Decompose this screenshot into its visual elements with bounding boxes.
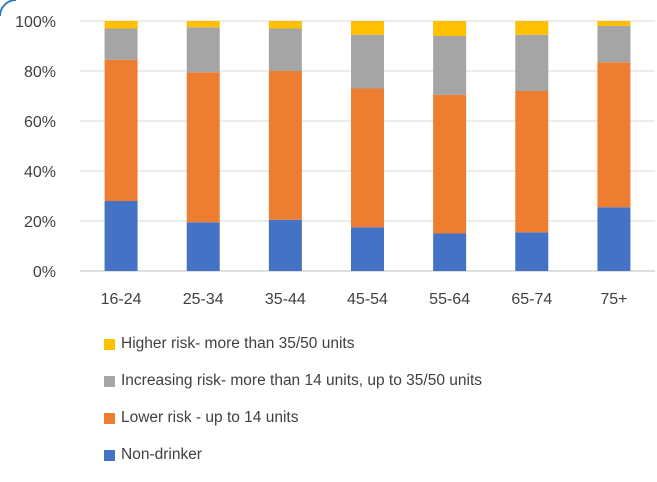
bar-segment [515, 34, 549, 91]
x-tick-label: 35-44 [265, 291, 306, 308]
x-tick-label: 55-64 [429, 291, 470, 308]
bar-segment [268, 219, 302, 271]
legend-item-increasing-risk: Increasing risk- more than 14 units, up … [104, 371, 482, 391]
bars [104, 21, 631, 271]
bar-segment [104, 21, 138, 29]
legend-swatch-increasing-risk [104, 375, 115, 387]
bar-segment [186, 72, 220, 223]
bar-segment [351, 21, 384, 35]
bar-segment [597, 21, 631, 26]
bar-segment [433, 36, 467, 95]
bar-segment [268, 71, 302, 220]
x-tick-label: 16-24 [101, 291, 142, 308]
x-tick-label: 25-34 [183, 291, 224, 308]
bar-segment [515, 21, 549, 35]
bar-segment [186, 21, 220, 28]
legend-label-higher-risk: Higher risk- more than 35/50 units [121, 335, 355, 352]
bar-segment [515, 91, 549, 233]
legend-label-increasing-risk: Increasing risk- more than 14 units, up … [121, 372, 483, 389]
x-axis-tick-labels: 16-24 25-34 35-44 45-54 55-64 65-74 75+ [101, 291, 628, 308]
bar-segment [268, 28, 302, 71]
y-tick-label: 20% [24, 214, 56, 231]
bar-segment [433, 94, 467, 234]
bar-segment [351, 88, 384, 228]
bar-segment [186, 222, 220, 271]
legend: Higher risk- more than 35/50 units Incre… [104, 334, 482, 482]
bar-segment [597, 26, 631, 63]
bar-segment [268, 21, 302, 29]
y-axis-tick-labels: 0% 20% 40% 60% 80% 100% [15, 14, 56, 281]
x-tick-label: 65-74 [511, 291, 552, 308]
bar-segment [104, 28, 138, 60]
legend-swatch-non-drinker [104, 449, 115, 461]
y-tick-label: 60% [24, 114, 56, 131]
corner-accent [0, 0, 17, 17]
legend-label-non-drinker: Non-drinker [121, 446, 202, 463]
stacked-bar-chart: 0% 20% 40% 60% 80% 100% 16-24 25-34 35-44 45-54 5… [15, 14, 655, 308]
y-tick-label: 100% [15, 14, 56, 31]
bar-segment [433, 21, 467, 36]
bar-segment [433, 233, 467, 271]
legend-item-non-drinker: Non-drinker [104, 445, 482, 465]
bar-segment [186, 27, 220, 73]
bar-segment [515, 232, 549, 271]
legend-item-lower-risk: Lower risk - up to 14 units [104, 408, 482, 428]
bar-segment [104, 201, 138, 271]
bar-segment [104, 59, 138, 201]
legend-swatch-lower-risk [104, 412, 115, 424]
bar-segment [597, 207, 631, 271]
x-tick-label: 75+ [600, 291, 627, 308]
legend-swatch-higher-risk [104, 338, 115, 350]
x-tick-label: 45-54 [347, 291, 388, 308]
y-tick-label: 80% [24, 64, 56, 81]
y-tick-label: 40% [24, 164, 56, 181]
bar-segment [597, 62, 631, 208]
bar-segment [351, 34, 384, 89]
y-tick-label: 0% [33, 264, 56, 281]
legend-item-higher-risk: Higher risk- more than 35/50 units [104, 334, 482, 354]
legend-label-lower-risk: Lower risk - up to 14 units [121, 409, 299, 426]
bar-segment [351, 227, 384, 271]
